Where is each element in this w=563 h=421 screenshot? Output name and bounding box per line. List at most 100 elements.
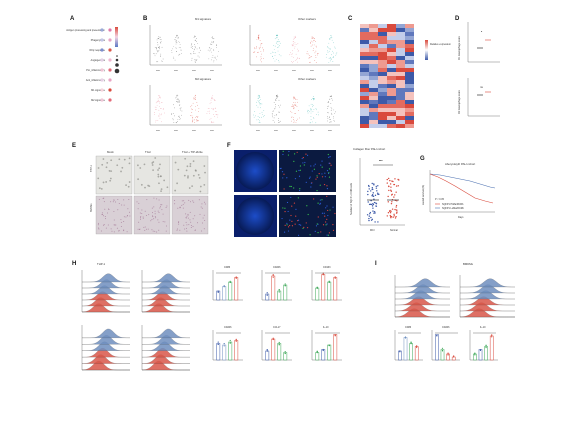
scatter-point (387, 201, 389, 203)
bar-chart-title: CD86 (405, 326, 412, 329)
violin-point (209, 110, 210, 112)
violin-point (156, 49, 158, 51)
violin-point (278, 105, 279, 106)
violin-point (254, 111, 256, 112)
micrograph-cell (97, 222, 99, 224)
violin-point (254, 51, 256, 53)
violin-point (258, 122, 260, 123)
violin-point (291, 55, 293, 57)
panel-a-row-label: M2 signature (91, 99, 105, 102)
violin-point (293, 97, 294, 98)
heatmap-cell (378, 60, 387, 64)
panel-e-col-3: TGd + TIP-2k/2e (182, 150, 203, 154)
bar-point (322, 349, 324, 352)
heatmap-cell (369, 36, 378, 40)
heatmap-cell (360, 124, 369, 128)
violin-point (191, 57, 193, 59)
violin-point (277, 47, 278, 48)
violin-point (196, 119, 198, 120)
scatter-point (390, 190, 393, 192)
heatmap-cell (360, 24, 369, 28)
violin-point (156, 39, 158, 41)
fluorescent-cell (316, 189, 318, 192)
violin-point (275, 95, 277, 96)
violin-point (333, 56, 334, 57)
fluorescent-cell (302, 227, 304, 229)
fluorescent-cell (310, 186, 312, 188)
micrograph-cell (139, 212, 141, 214)
violin-point (310, 119, 312, 120)
heatmap-cell (378, 48, 387, 52)
violin-point (209, 47, 211, 49)
violin-point (308, 105, 310, 107)
micrograph-cell (179, 206, 181, 208)
heatmap-cell (405, 28, 414, 32)
micrograph-cell (174, 161, 177, 164)
violin-point (158, 46, 160, 48)
violin-point (208, 58, 210, 60)
violin-point (194, 53, 196, 54)
violin-point (293, 120, 295, 122)
violin-point (315, 50, 317, 52)
violin-point (280, 120, 281, 122)
violin-point (210, 49, 211, 51)
violin-point (176, 35, 178, 37)
scatter-point (373, 212, 375, 214)
violin-point (158, 116, 160, 117)
panel-c-legend-title: Relative expression (430, 43, 452, 46)
fluorescent-cell (283, 173, 285, 175)
micrograph-cell (203, 228, 205, 230)
scatter-point (393, 183, 396, 186)
violin-point (180, 47, 181, 49)
violin-point (199, 47, 201, 49)
micrograph-cell (128, 181, 131, 183)
fluorescent-cell (293, 202, 296, 204)
panel-e-row-2: BMDMs (90, 203, 93, 212)
violin-point (216, 116, 218, 118)
panel-h: H THP-1 CD86 CD206 CD163 CD206 CCL17 IL-10 (72, 261, 342, 371)
violin-point (325, 56, 327, 58)
violin-point (158, 95, 160, 97)
violin-point (178, 101, 179, 103)
scatter-point (375, 205, 377, 207)
scatter-point (375, 185, 377, 188)
violin-point (215, 111, 217, 112)
panel-a-dot (108, 98, 112, 102)
violin-point (179, 44, 181, 45)
bar-point (235, 339, 237, 341)
violin-point (278, 45, 280, 47)
bar-point (410, 343, 412, 345)
violin-point (173, 104, 174, 106)
micrograph-cell (126, 215, 128, 217)
violin-point (260, 46, 261, 48)
bar-point (322, 272, 324, 274)
micrograph-cell (144, 226, 146, 228)
bar-point (266, 350, 268, 352)
violin-point (198, 110, 199, 112)
violin-point (257, 38, 259, 40)
heatmap-cell (360, 100, 369, 104)
violin-point (258, 36, 259, 37)
heatmap-cell (387, 40, 396, 44)
violin-point (257, 52, 258, 54)
micrograph-cell (158, 167, 161, 170)
heatmap-cell (378, 88, 387, 92)
violin-point (214, 99, 215, 101)
panel-f-title: Collagen fiber PAH cohort (353, 147, 385, 151)
scatter-point (370, 190, 372, 192)
violin-point (310, 40, 312, 42)
violin-point (208, 108, 210, 109)
scatter-point (393, 196, 395, 198)
violin-point (174, 107, 175, 109)
violin-point (276, 41, 278, 43)
scatter-point (370, 216, 372, 219)
violin-point (293, 117, 295, 118)
heatmap-cell (360, 32, 369, 36)
micrograph-cell (118, 203, 120, 205)
heatmap-cell (387, 64, 396, 68)
panel-a-row-label: Angiogenesis (91, 59, 106, 62)
heatmap-cell (405, 44, 414, 48)
violin-point (211, 37, 213, 38)
violin-point (292, 45, 294, 47)
violin-point (190, 45, 192, 47)
